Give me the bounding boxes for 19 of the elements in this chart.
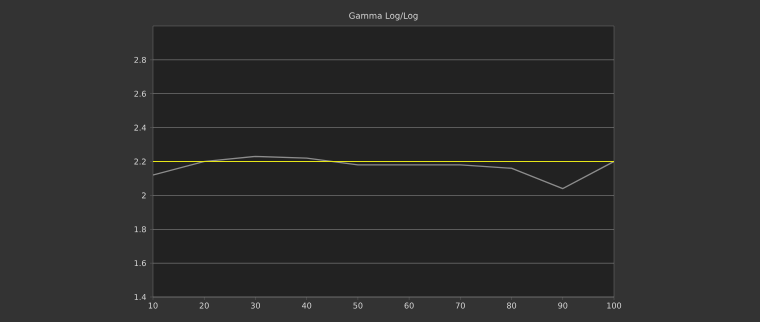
x-tick-label: 60 (404, 302, 414, 309)
y-tick-label: 2.8 (134, 56, 146, 63)
y-tick-label: 2.2 (134, 158, 146, 164)
y-tick-label: 1.6 (134, 260, 146, 266)
y-tick-label: 2.4 (134, 124, 146, 131)
y-tick-label: 1.4 (134, 294, 146, 300)
y-tick-label: 1.8 (134, 226, 146, 232)
x-tick-label: 100 (607, 302, 622, 309)
chart-title: Gamma Log/Log (349, 12, 418, 20)
x-tick-label: 50 (353, 302, 362, 309)
x-tick-label: 80 (507, 302, 516, 309)
y-tick-label: 2.6 (134, 90, 146, 97)
x-tick-label: 30 (250, 302, 260, 309)
x-tick-label: 70 (456, 302, 465, 309)
x-tick-label: 10 (148, 302, 158, 309)
x-tick-label: 90 (558, 302, 568, 309)
y-tick-label: 2 (142, 192, 146, 198)
x-tick-label: 40 (302, 302, 312, 309)
x-tick-label: 20 (200, 302, 209, 309)
